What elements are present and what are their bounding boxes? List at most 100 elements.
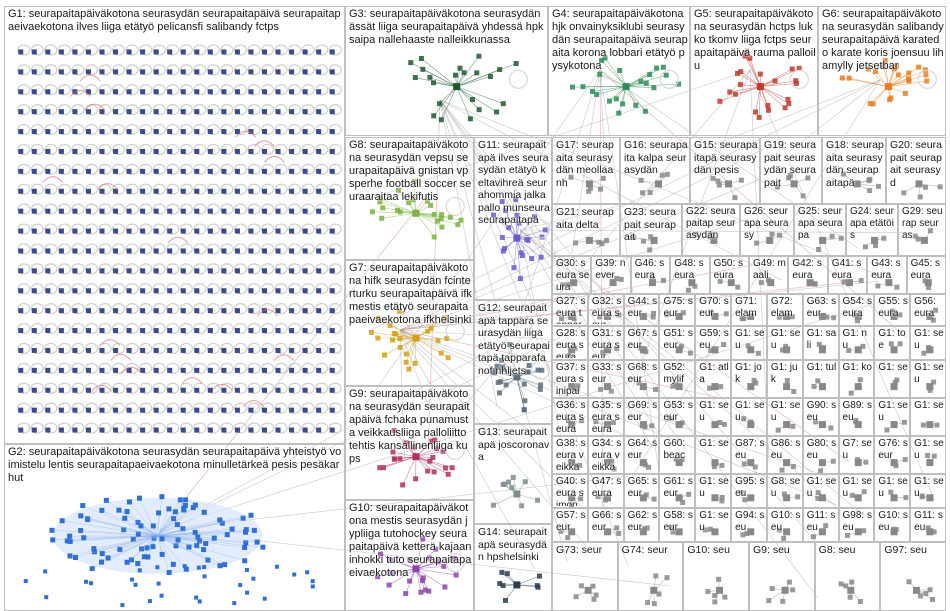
network-node-hub[interactable]	[845, 279, 853, 287]
network-node[interactable]	[813, 419, 819, 425]
network-node-hub[interactable]	[926, 421, 934, 429]
network-node[interactable]	[524, 237, 530, 243]
network-node[interactable]	[289, 308, 295, 314]
network-node-hub[interactable]	[871, 236, 879, 244]
network-node[interactable]	[455, 222, 461, 228]
network-node[interactable]	[651, 310, 657, 316]
network-node[interactable]	[197, 599, 202, 604]
network-node[interactable]	[126, 228, 132, 234]
network-node[interactable]	[302, 89, 308, 95]
network-node[interactable]	[251, 576, 256, 581]
network-node[interactable]	[289, 129, 295, 135]
network-node[interactable]	[573, 240, 579, 246]
network-node[interactable]	[395, 207, 401, 213]
network-node[interactable]	[126, 168, 132, 174]
network-node[interactable]	[302, 148, 308, 154]
network-node[interactable]	[504, 571, 510, 577]
network-node[interactable]	[476, 107, 482, 113]
network-node[interactable]	[329, 49, 335, 55]
network-node[interactable]	[248, 208, 254, 214]
network-node[interactable]	[875, 283, 881, 289]
network-node[interactable]	[31, 148, 37, 154]
network-node[interactable]	[413, 476, 419, 482]
network-node[interactable]	[31, 328, 37, 334]
network-node[interactable]	[857, 599, 863, 605]
network-node[interactable]	[289, 208, 295, 214]
network-node[interactable]	[316, 308, 322, 314]
network-node[interactable]	[538, 254, 544, 260]
network-node[interactable]	[201, 547, 207, 553]
network-node[interactable]	[113, 188, 119, 194]
network-node[interactable]	[766, 598, 772, 604]
network-node[interactable]	[830, 458, 836, 464]
network-node[interactable]	[649, 423, 655, 429]
network-node[interactable]	[640, 238, 646, 244]
network-node[interactable]	[99, 228, 105, 234]
network-node[interactable]	[234, 268, 240, 274]
network-node[interactable]	[678, 343, 684, 349]
network-node-hub[interactable]	[920, 236, 928, 244]
network-node[interactable]	[221, 148, 227, 154]
network-node[interactable]	[103, 497, 109, 503]
network-node[interactable]	[867, 100, 873, 106]
network-node[interactable]	[710, 175, 716, 181]
network-node[interactable]	[262, 387, 268, 393]
network-node[interactable]	[411, 179, 417, 185]
network-node[interactable]	[219, 520, 225, 526]
network-node[interactable]	[221, 129, 227, 135]
network-node-hub[interactable]	[648, 279, 656, 287]
network-node-hub[interactable]	[854, 528, 862, 536]
network-node[interactable]	[884, 427, 890, 433]
network-node[interactable]	[113, 248, 119, 254]
network-node[interactable]	[31, 248, 37, 254]
network-node[interactable]	[194, 347, 200, 353]
network-node[interactable]	[99, 89, 105, 95]
network-node[interactable]	[78, 513, 84, 519]
network-node[interactable]	[721, 342, 727, 348]
network-node[interactable]	[932, 307, 938, 313]
network-node[interactable]	[242, 529, 248, 535]
network-node[interactable]	[262, 109, 268, 115]
network-node[interactable]	[427, 458, 433, 464]
network-node[interactable]	[521, 407, 527, 413]
network-node[interactable]	[810, 534, 816, 540]
network-node[interactable]	[234, 89, 240, 95]
network-node[interactable]	[245, 590, 250, 595]
network-node[interactable]	[99, 347, 105, 353]
network-node[interactable]	[72, 268, 78, 274]
network-node[interactable]	[248, 512, 254, 518]
network-node[interactable]	[723, 311, 729, 317]
network-node[interactable]	[85, 129, 91, 135]
network-node[interactable]	[31, 188, 37, 194]
network-node[interactable]	[426, 588, 432, 594]
network-node[interactable]	[776, 527, 782, 533]
network-node[interactable]	[316, 407, 322, 413]
network-node[interactable]	[45, 248, 51, 254]
network-node[interactable]	[124, 559, 130, 565]
network-node[interactable]	[458, 217, 464, 223]
network-node[interactable]	[156, 510, 162, 516]
network-node[interactable]	[207, 208, 213, 214]
network-node[interactable]	[894, 284, 900, 290]
network-node[interactable]	[289, 188, 295, 194]
network-node-hub[interactable]	[584, 586, 592, 594]
network-node[interactable]	[113, 288, 119, 294]
network-node[interactable]	[712, 593, 718, 599]
network-node[interactable]	[839, 75, 845, 81]
network-node[interactable]	[927, 587, 933, 593]
network-node[interactable]	[916, 64, 922, 70]
network-node[interactable]	[186, 544, 192, 550]
network-node[interactable]	[380, 465, 386, 471]
network-node[interactable]	[240, 515, 246, 521]
network-node[interactable]	[45, 109, 51, 115]
network-node-hub[interactable]	[675, 421, 683, 429]
network-node[interactable]	[18, 407, 24, 413]
network-node-hub[interactable]	[819, 236, 827, 244]
network-node[interactable]	[126, 347, 132, 353]
network-node[interactable]	[167, 148, 173, 154]
network-node[interactable]	[45, 347, 51, 353]
network-node[interactable]	[397, 344, 403, 350]
network-node[interactable]	[614, 275, 620, 281]
network-node[interactable]	[99, 109, 105, 115]
network-node[interactable]	[435, 338, 441, 344]
